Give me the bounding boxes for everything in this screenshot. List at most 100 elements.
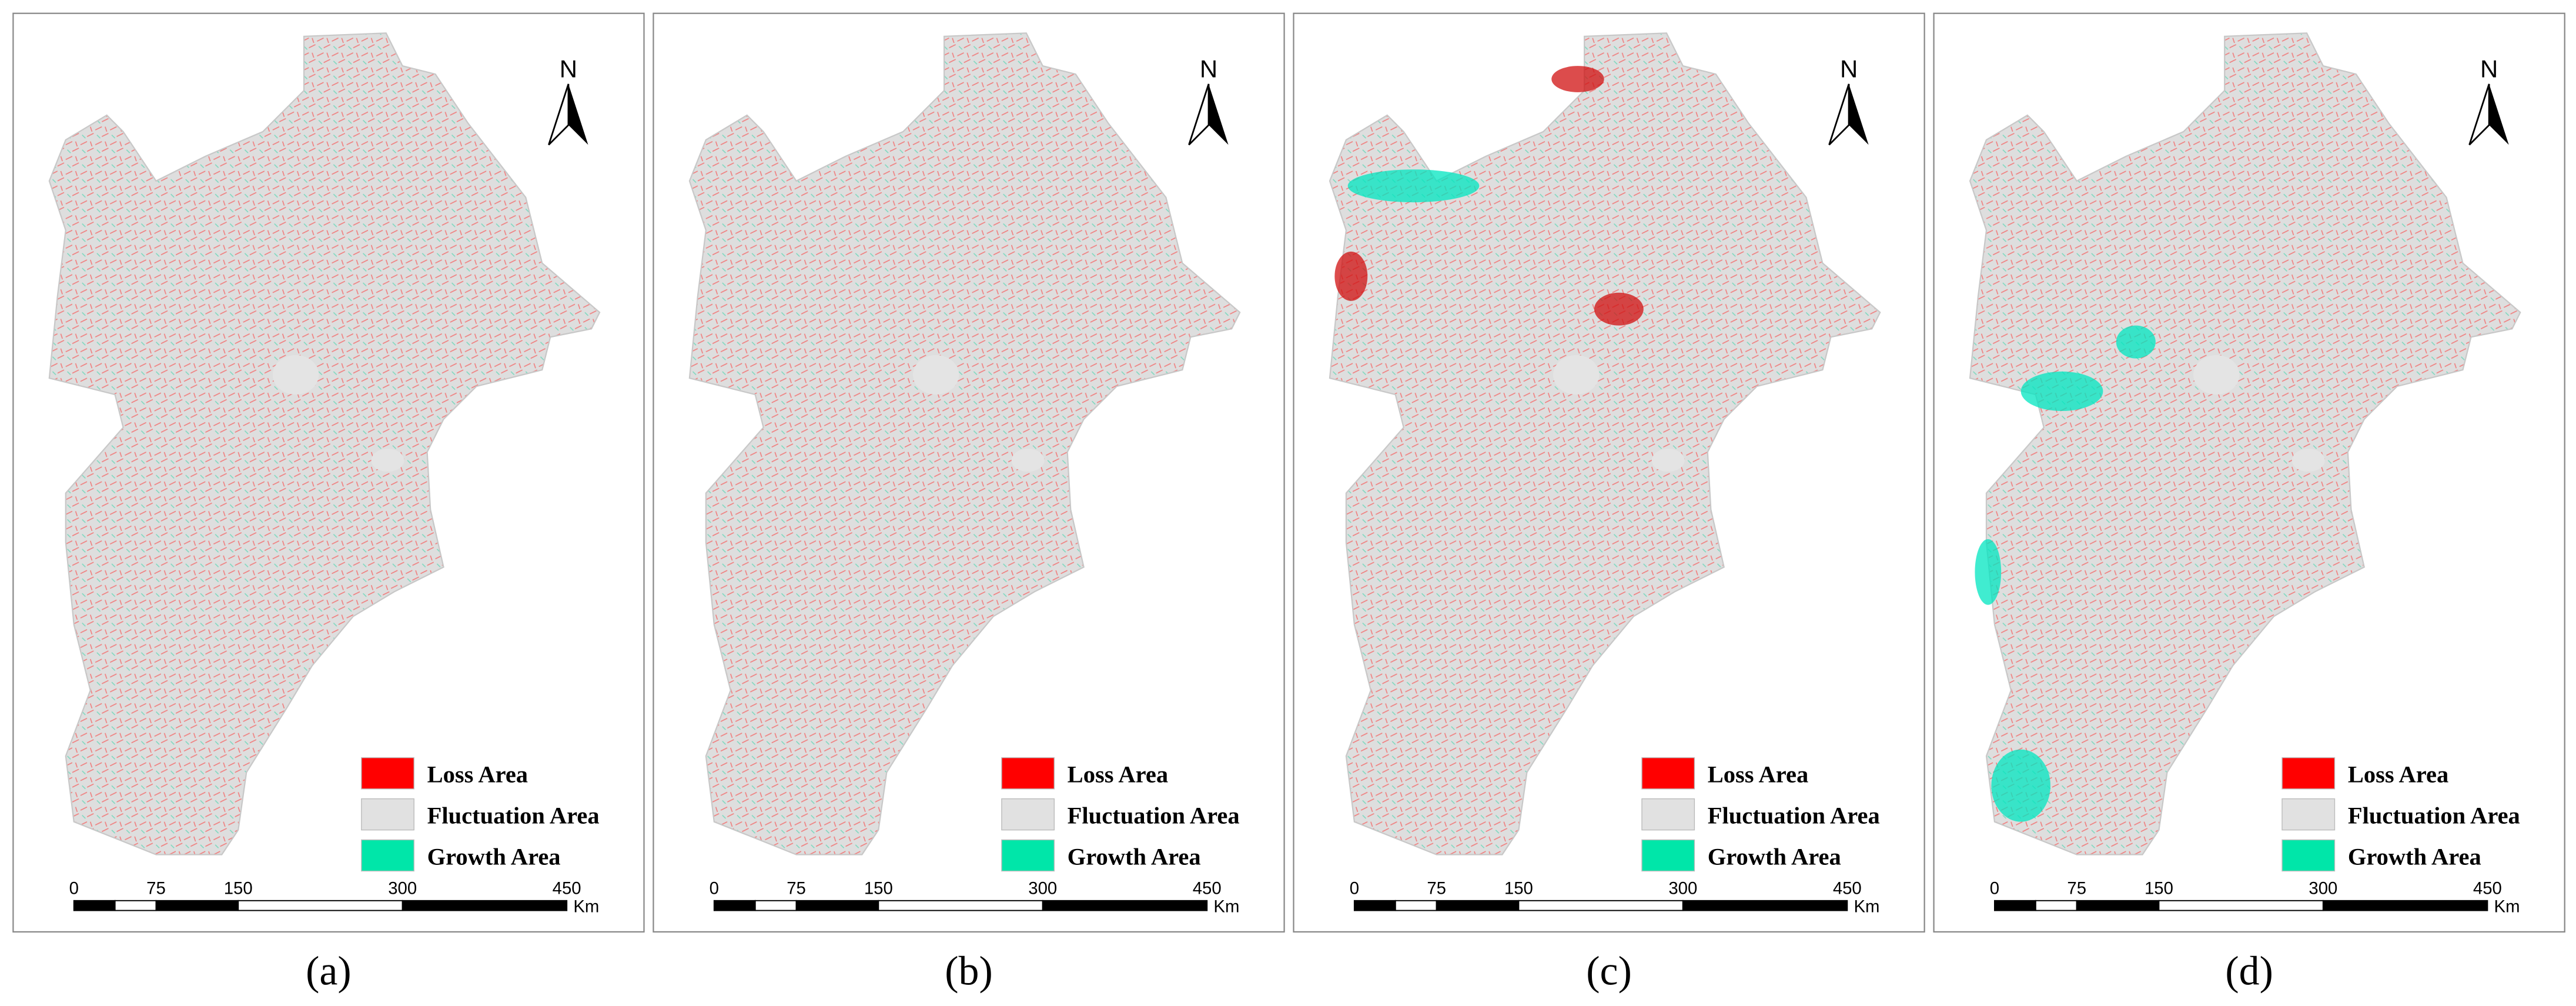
city-patch	[2193, 355, 2240, 395]
legend-swatch	[361, 839, 414, 872]
legend-label: Growth Area	[427, 843, 561, 870]
city-patch	[912, 355, 959, 395]
change-patch	[1551, 66, 1604, 92]
scale-segment	[114, 900, 157, 911]
scale-segment	[2035, 900, 2077, 911]
legend-swatch	[1001, 757, 1055, 790]
north-label: N	[1200, 55, 1217, 83]
scale-segment	[155, 900, 239, 911]
scale-label: 150	[864, 879, 893, 898]
scale-label: 0	[1990, 879, 1999, 898]
legend-label: Loss Area	[1068, 761, 1168, 788]
change-patch	[1594, 292, 1644, 326]
scale-label: 150	[224, 879, 253, 898]
scale-segment	[754, 900, 797, 911]
city-patch	[371, 449, 404, 472]
scale-label: 75	[787, 879, 806, 898]
scale-segment	[73, 900, 116, 911]
legend-swatch	[1641, 798, 1695, 831]
scale-label: 0	[1350, 879, 1359, 898]
panel-label: (d)	[2225, 948, 2273, 994]
north-label: N	[560, 55, 577, 83]
scale-label: 75	[1427, 879, 1446, 898]
change-patch	[2116, 325, 2156, 359]
scale-label: 300	[1028, 879, 1057, 898]
legend-label: Fluctuation Area	[1068, 802, 1240, 828]
scale-label: 450	[2473, 879, 2502, 898]
scale-segment	[1993, 900, 2036, 911]
scale-segment	[2322, 900, 2488, 911]
north-arrow	[568, 83, 588, 145]
legend-swatch	[1001, 798, 1055, 831]
scale-segment	[402, 900, 568, 911]
legend-label: Fluctuation Area	[2348, 802, 2520, 828]
north-arrow	[2468, 83, 2490, 146]
scale-segment	[713, 900, 756, 911]
legend-swatch	[361, 798, 414, 831]
legend-label: Loss Area	[427, 761, 528, 788]
panel-label: (c)	[1586, 948, 1632, 994]
legend-label: Growth Area	[1708, 843, 1841, 870]
scale-segment	[878, 900, 1043, 911]
legend-swatch	[1641, 757, 1695, 790]
region-map	[688, 32, 1241, 855]
scale-label: 150	[1504, 879, 1533, 898]
map-panel: N Loss Area Fluctuation Area Growth Area 0 75…	[1293, 12, 1925, 933]
north-arrow	[1849, 83, 1869, 145]
city-patch	[1011, 449, 1045, 472]
scale-label: 300	[2309, 879, 2337, 898]
scale-segment	[795, 900, 879, 911]
scale-label: 0	[69, 879, 79, 898]
legend-swatch	[1001, 839, 1055, 872]
scale-label: 450	[553, 879, 581, 898]
legend-label: Fluctuation Area	[427, 802, 600, 828]
scale-unit: Km	[573, 897, 599, 916]
legend-label: Growth Area	[1068, 843, 1201, 870]
scale-segment	[1518, 900, 1684, 911]
legend-swatch	[361, 757, 414, 790]
map-panel: N Loss Area Fluctuation Area Growth Area 0 75…	[653, 12, 1285, 933]
scale-segment	[2158, 900, 2324, 911]
legend-swatch	[1641, 839, 1695, 872]
change-patch	[1991, 749, 2050, 822]
legend-label: Fluctuation Area	[1708, 802, 1880, 828]
legend-swatch	[2281, 757, 2336, 790]
north-arrow	[2489, 83, 2509, 145]
change-patch	[1334, 251, 1368, 301]
scale-unit: Km	[1213, 897, 1239, 916]
scale-label: 0	[710, 879, 719, 898]
scale-label: 450	[1833, 879, 1862, 898]
legend-swatch	[2281, 839, 2336, 872]
legend-label: Loss Area	[1708, 761, 1808, 788]
scale-label: 75	[146, 879, 166, 898]
north-label: N	[2480, 55, 2498, 83]
map-panel: N Loss Area Fluctuation Area Growth Area 0 75…	[1933, 12, 2565, 933]
region-map	[1329, 32, 1881, 855]
change-patch	[2020, 371, 2103, 411]
scale-segment	[1436, 900, 1520, 911]
city-patch	[1651, 449, 1685, 472]
scale-segment	[2076, 900, 2160, 911]
change-patch	[1975, 539, 2002, 605]
legend-swatch	[2281, 798, 2336, 831]
legend-label: Loss Area	[2348, 761, 2448, 788]
scale-segment	[237, 900, 403, 911]
change-patch	[1347, 169, 1480, 203]
scale-label: 300	[1668, 879, 1697, 898]
panel-label: (b)	[945, 948, 992, 994]
panel-label: (a)	[306, 948, 352, 994]
scale-unit: Km	[2494, 897, 2520, 916]
scale-label: 150	[2145, 879, 2173, 898]
city-patch	[272, 355, 319, 395]
scale-label: 450	[1193, 879, 1222, 898]
map-panel: N Loss Area Fluctuation Area Growth Area 0 75…	[12, 12, 645, 933]
city-patch	[1553, 355, 1600, 395]
legend-label: Growth Area	[2348, 843, 2481, 870]
scale-label: 75	[2067, 879, 2086, 898]
scale-segment	[1682, 900, 1848, 911]
scale-segment	[1353, 900, 1396, 911]
scale-label: 300	[388, 879, 417, 898]
scale-segment	[1042, 900, 1208, 911]
